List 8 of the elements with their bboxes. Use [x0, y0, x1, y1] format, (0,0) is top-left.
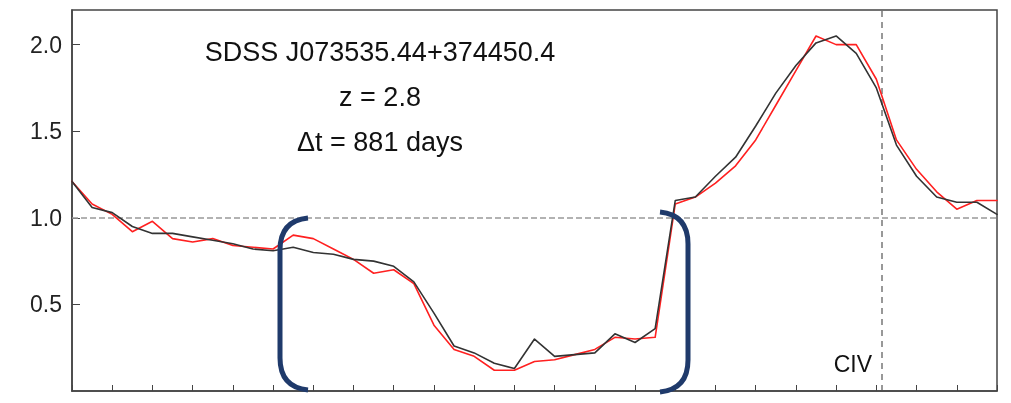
- y-tick-label: 0.5: [30, 291, 62, 318]
- y-tick-label: 2.0: [30, 31, 62, 58]
- annotation: SDSS J073535.44+374450.4: [204, 36, 556, 67]
- annotation: CIV: [833, 350, 873, 377]
- annotation: Δt = 881 days: [297, 126, 463, 157]
- y-tick-label: 1.5: [30, 118, 62, 145]
- annotation: z = 2.8: [339, 81, 421, 112]
- y-tick-label: 1.0: [30, 204, 62, 231]
